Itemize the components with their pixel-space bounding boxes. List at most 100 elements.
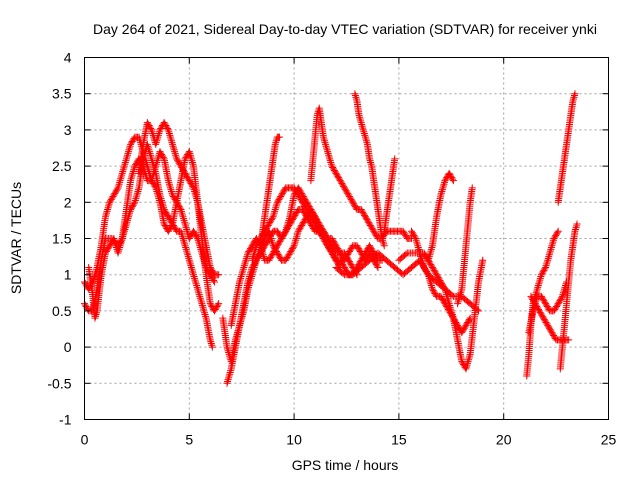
data-point <box>544 256 552 264</box>
data-point <box>454 298 462 306</box>
y-tick-label: 1.5 <box>52 231 72 247</box>
data-point <box>131 198 139 206</box>
data-point <box>373 262 381 270</box>
data-point <box>324 243 332 251</box>
data-point <box>245 276 253 284</box>
data-point <box>444 304 452 312</box>
data-point <box>146 149 154 157</box>
data-point <box>300 201 308 209</box>
data-point <box>142 157 150 165</box>
data-point <box>210 278 218 286</box>
data-point <box>553 229 561 237</box>
data-point <box>547 327 555 335</box>
data-point <box>200 307 208 315</box>
data-point <box>558 292 566 300</box>
data-point <box>134 186 142 194</box>
data-point <box>243 251 251 259</box>
data-point <box>156 148 164 156</box>
data-point <box>414 244 422 252</box>
series-arc-02 <box>81 133 223 315</box>
data-point <box>343 253 351 261</box>
data-point <box>361 249 369 257</box>
data-point <box>244 249 252 257</box>
data-point <box>463 320 471 328</box>
data-point <box>537 292 545 300</box>
data-point <box>243 253 251 261</box>
axis-ticks <box>84 57 609 420</box>
data-point <box>190 229 198 237</box>
data-point <box>295 193 303 201</box>
data-point <box>271 207 279 215</box>
data-point <box>542 318 550 326</box>
y-tick-label: 3.5 <box>52 86 72 102</box>
data-point <box>279 188 287 196</box>
data-point <box>124 149 132 157</box>
data-point <box>170 146 178 154</box>
data-point <box>541 317 549 325</box>
data-point <box>320 135 328 143</box>
data-point <box>105 200 113 208</box>
data-point <box>545 324 553 332</box>
data-point <box>103 246 111 254</box>
data-point <box>366 221 374 229</box>
data-point <box>423 269 431 277</box>
data-point <box>119 166 127 174</box>
data-point <box>213 303 221 311</box>
data-point <box>181 218 189 226</box>
data-point <box>177 206 185 214</box>
data-point <box>91 314 99 322</box>
data-point <box>169 142 177 150</box>
data-point <box>191 276 199 284</box>
data-point <box>284 223 292 231</box>
data-point <box>359 124 367 132</box>
data-point <box>180 168 188 176</box>
data-point <box>278 233 286 241</box>
data-point <box>295 226 303 234</box>
data-point <box>440 298 448 306</box>
data-point <box>438 281 446 289</box>
data-point <box>304 207 312 215</box>
data-point <box>186 178 194 186</box>
data-point <box>328 162 336 170</box>
data-point <box>545 323 553 331</box>
data-point <box>110 191 118 199</box>
data-point <box>455 296 463 304</box>
data-point <box>157 149 165 157</box>
data-point <box>249 253 257 261</box>
data-point <box>121 158 129 166</box>
data-point <box>439 282 447 290</box>
data-point <box>322 140 330 148</box>
data-point <box>81 301 89 309</box>
data-point <box>427 247 435 255</box>
data-point <box>408 229 416 237</box>
data-point <box>372 232 380 240</box>
data-point <box>183 227 191 235</box>
y-tick-label: 2 <box>64 194 72 210</box>
data-point <box>181 169 189 177</box>
data-point <box>181 220 189 228</box>
data-point <box>187 263 195 271</box>
y-axis-label: SDTVAR / TECUs <box>8 182 24 294</box>
data-point <box>553 230 561 238</box>
data-point <box>268 214 276 222</box>
data-point <box>280 187 288 195</box>
data-point <box>544 321 552 329</box>
data-point <box>155 195 163 203</box>
data-point <box>466 352 474 360</box>
series-arc-13 <box>332 249 483 315</box>
data-point <box>463 361 471 369</box>
data-point <box>560 287 568 295</box>
y-tick-label: 2.5 <box>52 158 72 174</box>
data-point <box>361 250 369 258</box>
data-point <box>360 210 368 218</box>
data-point <box>331 168 339 176</box>
data-point <box>129 169 137 177</box>
data-point <box>425 274 433 282</box>
data-point <box>196 292 204 300</box>
data-point <box>340 263 348 271</box>
data-point <box>168 189 176 197</box>
data-point <box>540 266 548 274</box>
data-point <box>453 320 461 328</box>
data-point <box>303 206 311 214</box>
data-point <box>251 245 259 253</box>
